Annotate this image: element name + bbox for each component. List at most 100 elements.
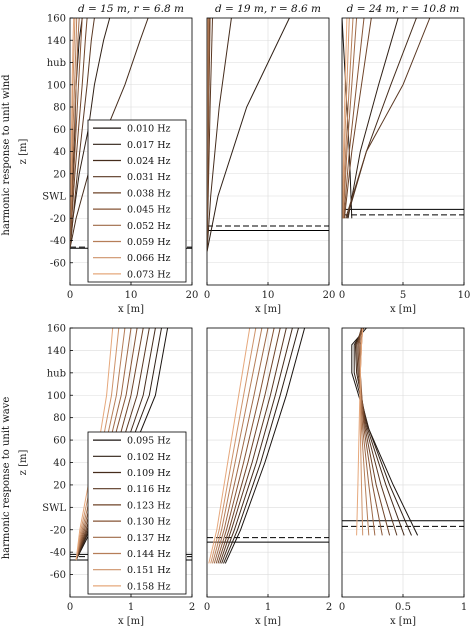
legend-entry: 0.144 Hz xyxy=(127,549,171,560)
series-line-7 xyxy=(342,18,354,219)
series-line-6 xyxy=(359,328,376,536)
y-tick-label: 80 xyxy=(53,103,66,114)
series-line-6 xyxy=(213,328,269,564)
x-axis-label: x [m] xyxy=(255,616,281,627)
series-line-0 xyxy=(224,328,306,564)
legend-entry: 0.045 Hz xyxy=(127,205,171,216)
y-tick-label: -20 xyxy=(50,525,66,536)
y-tick-label: 60 xyxy=(53,125,66,136)
legend-entry: 0.151 Hz xyxy=(127,565,171,576)
y-tick-label: 140 xyxy=(47,36,66,47)
x-tick-label: 10 xyxy=(458,290,471,301)
x-tick-label: 0 xyxy=(204,290,210,301)
series-line-5 xyxy=(343,18,365,219)
y-tick-label: 100 xyxy=(47,80,66,91)
series-line-2 xyxy=(346,18,417,219)
x-axis-label: x [m] xyxy=(118,304,144,315)
y-tick-label: hub xyxy=(47,368,66,379)
row-label-wind: harmonic response to unit wind xyxy=(1,74,12,236)
legend: 0.010 Hz 0.017 Hz 0.024 Hz 0.031 Hz 0.038 Hz… xyxy=(87,119,187,283)
x-tick-label: 20 xyxy=(323,290,336,301)
x-tick-label: 20 xyxy=(186,290,199,301)
legend-entry: 0.158 Hz xyxy=(127,581,171,592)
series-line-9 xyxy=(356,328,364,536)
legend-entry: 0.059 Hz xyxy=(127,237,171,248)
legend-entry: 0.102 Hz xyxy=(127,452,171,463)
legend-entry: 0.010 Hz xyxy=(127,124,171,135)
legend-entry: 0.116 Hz xyxy=(127,484,171,495)
x-axis-label: x [m] xyxy=(390,304,416,315)
panel-title: d = 15 m, r = 6.8 m xyxy=(78,3,184,15)
panel-title: d = 19 m, r = 8.6 m xyxy=(215,3,321,15)
y-tick-label: 20 xyxy=(53,169,66,180)
y-axis-label: z [m] xyxy=(18,139,29,165)
panel-4: 0 1 2 x [m] xyxy=(204,327,332,627)
panel-5: 0 0.5 1 x [m] xyxy=(339,327,467,627)
y-tick-label: 60 xyxy=(53,436,66,447)
legend-box xyxy=(87,119,187,283)
legend-box xyxy=(87,431,187,595)
legend-entry: 0.031 Hz xyxy=(127,172,171,183)
y-tick-label: 80 xyxy=(53,413,66,424)
panel-grid: d = 15 m, r = 6.8 m0 10 20x [m]-60-40-20SW… xyxy=(18,3,470,627)
series-line-4 xyxy=(343,18,372,219)
y-tick-label: 140 xyxy=(47,346,66,357)
x-axis-label: x [m] xyxy=(390,616,416,627)
panel-title: d = 24 m, r = 10.8 m xyxy=(347,3,460,15)
series-line-3 xyxy=(345,18,431,219)
y-tick-label: 40 xyxy=(53,147,66,158)
series-line-1 xyxy=(207,18,290,252)
x-tick-label: 0 xyxy=(339,602,345,613)
series-line-2 xyxy=(207,18,232,252)
series-group xyxy=(207,328,329,564)
x-tick-label: 1 xyxy=(265,602,271,613)
legend: 0.095 Hz 0.102 Hz 0.109 Hz 0.116 Hz 0.123 Hz… xyxy=(87,431,187,595)
series-line-6 xyxy=(342,18,358,219)
legend-entry: 0.038 Hz xyxy=(127,188,171,199)
x-tick-label: 0 xyxy=(204,602,210,613)
panel-1: d = 19 m, r = 8.6 m 0 10 20 x [m] xyxy=(204,3,336,315)
y-tick-label: -40 xyxy=(50,236,66,247)
series-line-5 xyxy=(215,328,275,564)
x-axis-label: x [m] xyxy=(255,304,281,315)
y-tick-label: SWL xyxy=(42,192,66,203)
y-tick-label: 160 xyxy=(47,324,66,335)
series-group xyxy=(342,328,464,536)
legend-entry: 0.137 Hz xyxy=(127,533,171,544)
panel-2: d = 24 m, r = 10.8 m 0 5 10 x [m] xyxy=(339,3,471,315)
series-line-5 xyxy=(358,328,383,536)
legend-entry: 0.123 Hz xyxy=(127,500,171,511)
x-tick-label: 5 xyxy=(400,290,406,301)
legend-entry: 0.066 Hz xyxy=(127,253,171,264)
row-label-wave: harmonic response to unit wave xyxy=(1,397,12,560)
y-tick-label: -20 xyxy=(50,214,66,225)
y-tick-label: -60 xyxy=(50,258,66,269)
series-line-1 xyxy=(347,18,399,219)
x-tick-label: 0 xyxy=(339,290,345,301)
x-tick-label: 10 xyxy=(262,290,275,301)
legend-entry: 0.130 Hz xyxy=(127,517,171,528)
series-line-4 xyxy=(217,328,281,564)
x-tick-label: 1 xyxy=(461,602,467,613)
x-tick-label: 2 xyxy=(189,602,195,613)
series-line-2 xyxy=(221,328,293,564)
legend-entry: 0.017 Hz xyxy=(127,140,171,151)
y-tick-label: 160 xyxy=(47,14,66,25)
series-group xyxy=(342,18,464,219)
y-axis-label: z [m] xyxy=(18,450,29,476)
x-tick-label: 0 xyxy=(67,290,73,301)
x-tick-label: 10 xyxy=(125,290,138,301)
y-tick-label: 40 xyxy=(53,458,66,469)
x-tick-label: 0.5 xyxy=(395,602,411,613)
panel-3: 0 1 2 x [m] -60 -40 -20 SWL 20 40 60 80 100 hub 140 160… xyxy=(18,324,195,628)
series-line-9 xyxy=(208,328,251,564)
legend-entry: 0.095 Hz xyxy=(127,436,171,447)
series-line-1 xyxy=(223,328,299,564)
legend-entry: 0.109 Hz xyxy=(127,468,171,479)
y-tick-label: 100 xyxy=(47,391,66,402)
legend-entry: 0.073 Hz xyxy=(127,269,171,280)
series-line-9 xyxy=(342,18,348,219)
x-tick-label: 2 xyxy=(326,602,332,613)
series-line-7 xyxy=(212,328,263,564)
y-tick-label: -60 xyxy=(50,570,66,581)
